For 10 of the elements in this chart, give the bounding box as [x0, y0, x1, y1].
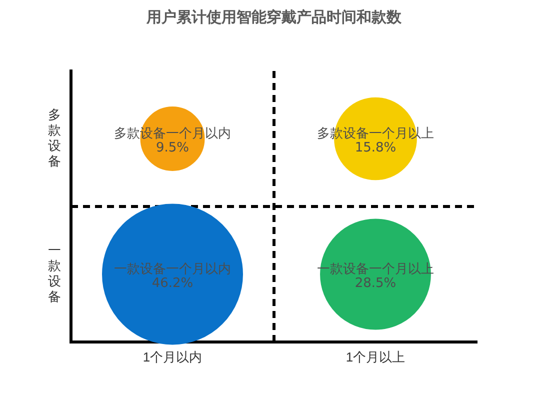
- category-label: 多款设备: [48, 106, 61, 169]
- data-label: 28.5%: [354, 276, 396, 292]
- category-label: 一款设备: [48, 242, 61, 304]
- data-label: 46.2%: [152, 276, 194, 292]
- category-label: 1个月以内: [142, 349, 202, 364]
- text: 用户累计使用智能穿戴产品时间和款数: [145, 8, 402, 27]
- data-label: 9.5%: [156, 140, 190, 156]
- category-label: 1个月以上: [346, 349, 406, 364]
- text: 一款设备一个月以内: [114, 262, 231, 278]
- data-label: 15.8%: [354, 140, 396, 156]
